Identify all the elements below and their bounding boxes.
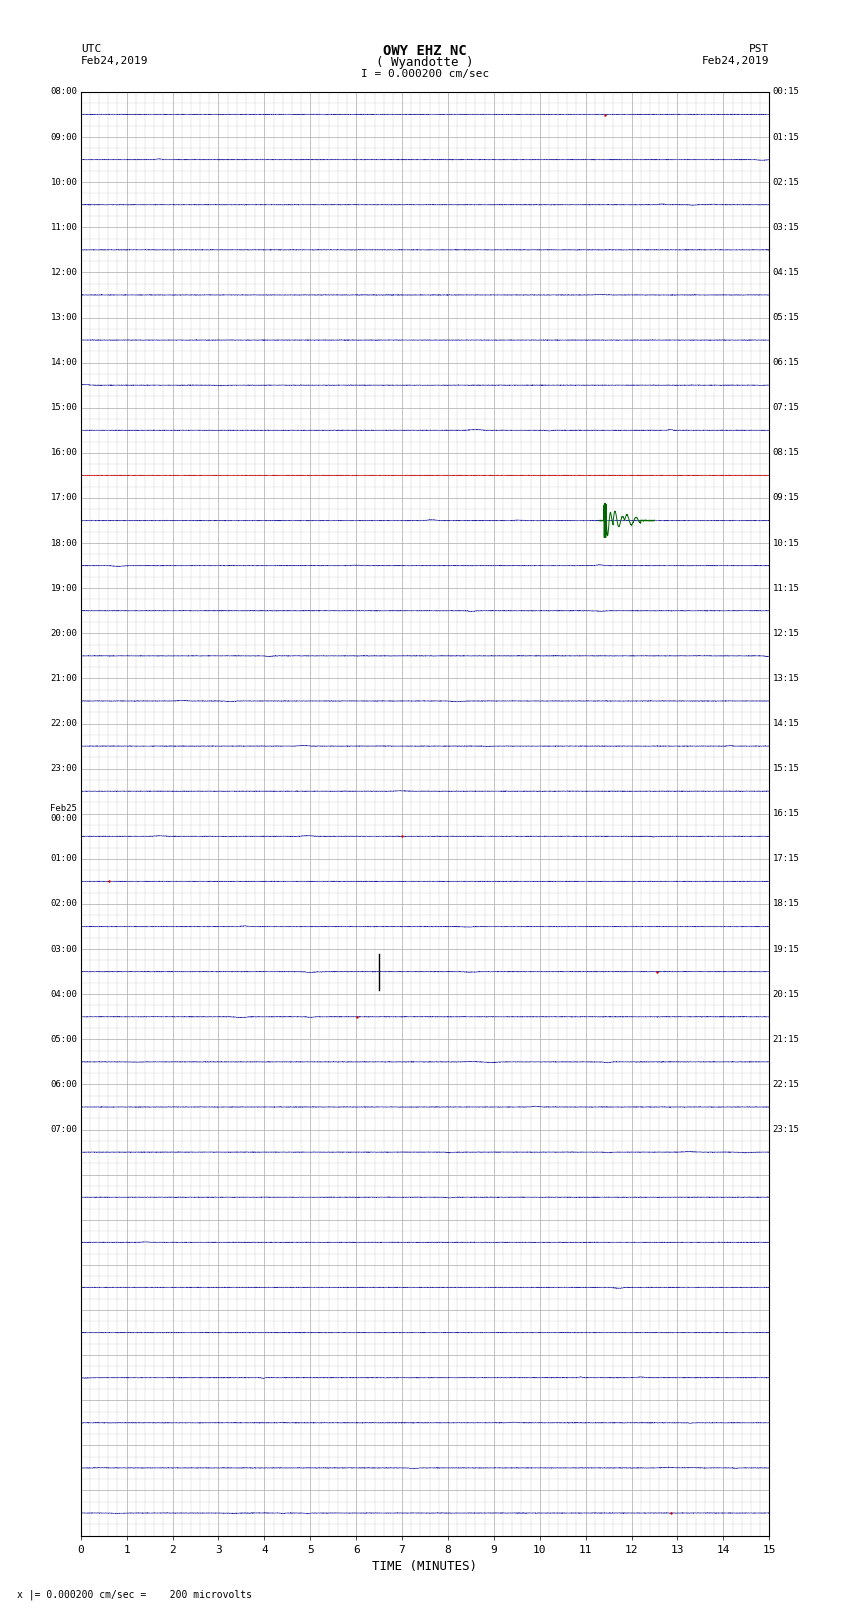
Text: 08:15: 08:15 xyxy=(773,448,800,458)
Text: 09:00: 09:00 xyxy=(50,132,77,142)
Text: UTC: UTC xyxy=(81,44,101,53)
Text: 17:15: 17:15 xyxy=(773,855,800,863)
Text: 13:15: 13:15 xyxy=(773,674,800,682)
Text: 07:15: 07:15 xyxy=(773,403,800,413)
X-axis label: TIME (MINUTES): TIME (MINUTES) xyxy=(372,1560,478,1573)
Text: 15:15: 15:15 xyxy=(773,765,800,773)
Text: 20:15: 20:15 xyxy=(773,990,800,998)
Text: 22:00: 22:00 xyxy=(50,719,77,727)
Text: 08:00: 08:00 xyxy=(50,87,77,97)
Text: Feb24,2019: Feb24,2019 xyxy=(81,56,148,66)
Text: ( Wyandotte ): ( Wyandotte ) xyxy=(377,56,473,69)
Text: 05:00: 05:00 xyxy=(50,1036,77,1044)
Text: 18:00: 18:00 xyxy=(50,539,77,547)
Text: 04:15: 04:15 xyxy=(773,268,800,277)
Text: 13:00: 13:00 xyxy=(50,313,77,323)
Text: 06:00: 06:00 xyxy=(50,1081,77,1089)
Text: 21:15: 21:15 xyxy=(773,1036,800,1044)
Text: 11:00: 11:00 xyxy=(50,223,77,232)
Text: 23:15: 23:15 xyxy=(773,1124,800,1134)
Text: 14:00: 14:00 xyxy=(50,358,77,368)
Text: 04:00: 04:00 xyxy=(50,990,77,998)
Text: 03:00: 03:00 xyxy=(50,945,77,953)
Text: 05:15: 05:15 xyxy=(773,313,800,323)
Text: 00:15: 00:15 xyxy=(773,87,800,97)
Text: OWY EHZ NC: OWY EHZ NC xyxy=(383,44,467,58)
Text: 01:00: 01:00 xyxy=(50,855,77,863)
Text: I = 0.000200 cm/sec: I = 0.000200 cm/sec xyxy=(361,69,489,79)
Text: 14:15: 14:15 xyxy=(773,719,800,727)
Text: Feb24,2019: Feb24,2019 xyxy=(702,56,769,66)
Text: 11:15: 11:15 xyxy=(773,584,800,592)
Text: 16:15: 16:15 xyxy=(773,810,800,818)
Text: Feb25
00:00: Feb25 00:00 xyxy=(50,803,77,824)
Text: 20:00: 20:00 xyxy=(50,629,77,637)
Text: x |= 0.000200 cm/sec =    200 microvolts: x |= 0.000200 cm/sec = 200 microvolts xyxy=(17,1589,252,1600)
Text: 09:15: 09:15 xyxy=(773,494,800,503)
Text: 15:00: 15:00 xyxy=(50,403,77,413)
Text: 07:00: 07:00 xyxy=(50,1124,77,1134)
Text: 16:00: 16:00 xyxy=(50,448,77,458)
Text: 10:00: 10:00 xyxy=(50,177,77,187)
Text: 18:15: 18:15 xyxy=(773,900,800,908)
Text: 23:00: 23:00 xyxy=(50,765,77,773)
Text: 02:00: 02:00 xyxy=(50,900,77,908)
Text: 03:15: 03:15 xyxy=(773,223,800,232)
Text: 01:15: 01:15 xyxy=(773,132,800,142)
Text: 19:15: 19:15 xyxy=(773,945,800,953)
Text: 22:15: 22:15 xyxy=(773,1081,800,1089)
Text: 19:00: 19:00 xyxy=(50,584,77,592)
Text: 21:00: 21:00 xyxy=(50,674,77,682)
Text: 10:15: 10:15 xyxy=(773,539,800,547)
Text: 12:00: 12:00 xyxy=(50,268,77,277)
Text: 12:15: 12:15 xyxy=(773,629,800,637)
Text: 17:00: 17:00 xyxy=(50,494,77,503)
Text: 02:15: 02:15 xyxy=(773,177,800,187)
Text: PST: PST xyxy=(749,44,769,53)
Text: 06:15: 06:15 xyxy=(773,358,800,368)
